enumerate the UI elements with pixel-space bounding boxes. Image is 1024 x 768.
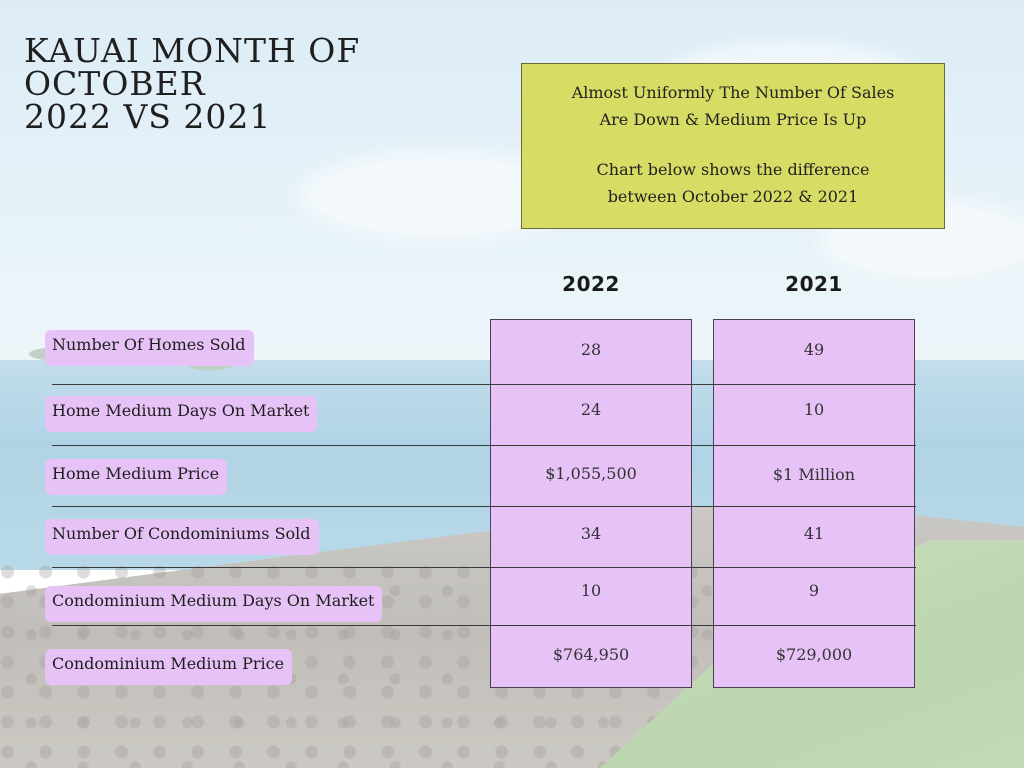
column-header-2022: 2022: [562, 272, 620, 296]
cell-condos-sold-2021: 41: [803, 524, 825, 543]
row-divider: [52, 625, 916, 626]
description-line-1: Chart below shows the difference: [596, 160, 870, 179]
column-2022: 28 24 $1,055,500 34 10 $764,950: [490, 319, 692, 688]
summary-line-1: Almost Uniformly The Number Of Sales: [571, 83, 895, 102]
summary-text: Almost Uniformly The Number Of Sales Are…: [522, 79, 944, 133]
title-line-1: KAUAI MONTH OF: [24, 31, 361, 70]
page-title: KAUAI MONTH OF OCTOBER 2022 VS 2021: [24, 34, 360, 133]
cell-condo-price-2021: $729,000: [775, 645, 853, 664]
cell-homes-sold-2022: 28: [580, 340, 602, 359]
chart-description: Chart below shows the difference between…: [522, 156, 944, 210]
cell-home-days-2022: 24: [580, 400, 602, 419]
cell-condo-price-2022: $764,950: [552, 645, 630, 664]
cell-condo-days-2022: 10: [580, 581, 602, 600]
label-homes-sold: Number Of Homes Sold: [45, 330, 254, 366]
summary-line-2: Are Down & Medium Price Is Up: [599, 110, 867, 129]
label-condo-price: Condominium Medium Price: [45, 649, 293, 685]
cell-condos-sold-2022: 34: [580, 524, 602, 543]
description-line-2: between October 2022 & 2021: [607, 187, 859, 206]
cell-home-price-2021: $1 Million: [772, 465, 856, 484]
row-divider: [52, 506, 916, 507]
cell-home-days-2021: 10: [803, 400, 825, 419]
label-home-price: Home Medium Price: [45, 459, 228, 495]
row-divider: [52, 384, 916, 385]
cell-homes-sold-2021: 49: [803, 340, 825, 359]
column-header-2021: 2021: [785, 272, 843, 296]
cell-home-price-2022: $1,055,500: [545, 464, 637, 483]
column-2021: 49 10 $1 Million 41 9 $729,000: [713, 319, 915, 688]
title-line-2: OCTOBER: [24, 64, 206, 103]
label-home-days-on-market: Home Medium Days On Market: [45, 396, 318, 432]
row-divider: [52, 445, 916, 446]
summary-note-box: Almost Uniformly The Number Of Sales Are…: [521, 63, 945, 229]
title-line-3: 2022 VS 2021: [24, 97, 272, 136]
row-divider: [52, 567, 916, 568]
label-condos-sold: Number Of Condominiums Sold: [45, 519, 319, 555]
label-condo-days-on-market: Condominium Medium Days On Market: [45, 586, 383, 622]
cell-condo-days-2021: 9: [808, 581, 820, 600]
